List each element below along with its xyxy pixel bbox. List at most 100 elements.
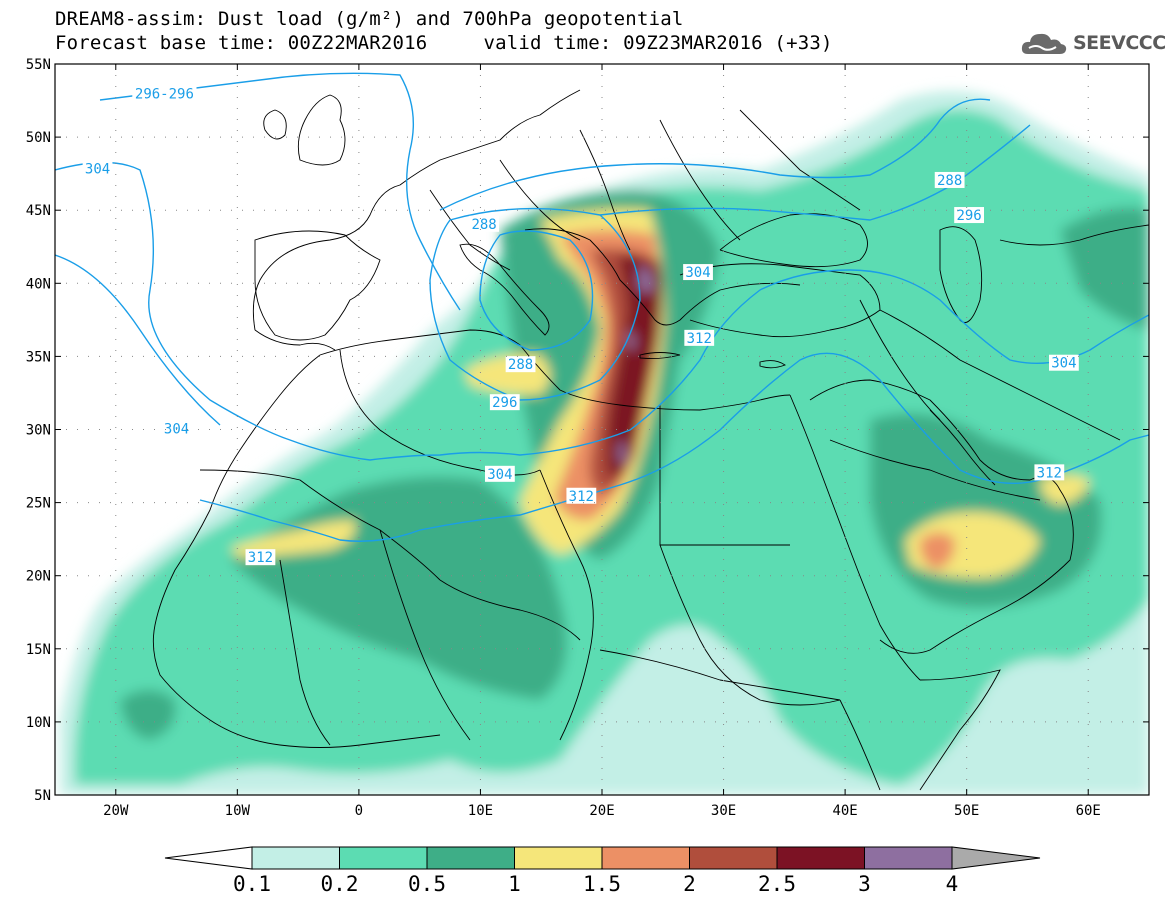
- border-east-africa: [839, 699, 881, 791]
- colorbar-segment: [426, 846, 515, 870]
- contour-296-north: [99, 72, 461, 311]
- lon-label: 10W: [225, 803, 251, 819]
- contour-label: 304: [85, 161, 110, 177]
- border-central-asia: [999, 224, 1149, 246]
- colorbar-segment: [339, 846, 428, 870]
- contour-312-south: [199, 352, 1149, 542]
- border-chad: [539, 469, 594, 741]
- colorbar-segment: [601, 846, 690, 870]
- contour-296-ring: [429, 207, 641, 401]
- dust-level-1-west: [230, 520, 356, 558]
- contour-label: 296: [956, 208, 981, 224]
- contour-label-box: [245, 549, 276, 566]
- colorbar-segment: [514, 846, 603, 870]
- contour-label-box: [683, 264, 713, 281]
- contour-label-box: [505, 356, 536, 373]
- colorbar-segment: [251, 846, 340, 870]
- colorbar-label: 1.5: [583, 872, 621, 896]
- coast-west-africa: [152, 354, 441, 748]
- border-mali: [199, 469, 441, 581]
- colorbar-label: 0.2: [321, 872, 359, 896]
- cloud-icon: [1021, 33, 1067, 54]
- logo-text: SEEVCCC: [1073, 32, 1165, 54]
- lat-label: 25N: [26, 496, 51, 512]
- contour-label-box: [82, 160, 113, 177]
- lat-label: 30N: [26, 423, 51, 439]
- colorbar-label: 4: [946, 872, 959, 896]
- border-iran: [879, 309, 1121, 441]
- lon-label: 20W: [103, 803, 129, 819]
- coast-iberia: [254, 230, 381, 341]
- dust-level-3-north: [638, 265, 654, 294]
- gridlines: [55, 64, 1149, 795]
- contour-label: 304: [685, 265, 710, 281]
- coast-crete: [639, 352, 681, 360]
- lon-label: 30E: [711, 803, 736, 819]
- contour-label: 288: [937, 173, 962, 189]
- border-sudan: [659, 544, 841, 706]
- coast-europe: [252, 89, 581, 351]
- lon-label: 0: [355, 803, 363, 819]
- contour-label-box: [934, 171, 965, 188]
- coast-red-sea: [789, 394, 921, 681]
- coast-north-africa: [319, 329, 791, 411]
- colorbar-label: 2.5: [758, 872, 796, 896]
- colorbar-label: 2: [683, 872, 696, 896]
- valid-time: valid time: 09Z23MAR2016 (+33): [483, 32, 833, 54]
- border-saudi: [829, 439, 1041, 501]
- dust-field: [60, 91, 1149, 795]
- colorbar-label: 0.5: [408, 872, 446, 896]
- coast-balkans: [524, 228, 801, 326]
- colorbar-segment: [776, 846, 865, 870]
- contour-label: 304: [1051, 356, 1076, 372]
- coast-britain: [297, 94, 346, 166]
- border-europe-a: [429, 189, 511, 271]
- contour-label: 296: [492, 395, 517, 411]
- contour-label: 296-296: [135, 87, 194, 103]
- contour-label: 304: [487, 467, 512, 483]
- lon-label: 10E: [468, 803, 493, 819]
- contour-label: 312: [248, 550, 273, 566]
- colorbar-over-triangle: [951, 846, 1041, 870]
- dust-level-3-south: [618, 440, 627, 465]
- coast-ireland: [263, 109, 287, 140]
- colorbar-under-triangle: [164, 846, 253, 870]
- contour-304-outer: [55, 254, 221, 426]
- lat-label: 15N: [26, 642, 51, 658]
- contour-label-box: [484, 465, 515, 482]
- border-europe-d: [659, 119, 741, 241]
- border-niger: [379, 529, 471, 741]
- colorbar-segment: [689, 846, 778, 870]
- lat-label: 45N: [26, 203, 51, 219]
- contour-label-box: [161, 420, 192, 437]
- border-west-africa-a: [279, 559, 331, 746]
- coast-horn-of-africa: [919, 669, 1001, 791]
- chart-subtitle: Forecast base time: 00Z22MAR2016 valid ti…: [55, 32, 833, 54]
- contour-label: 288: [471, 217, 496, 233]
- border-europe-c: [579, 129, 631, 251]
- lon-label: 20E: [589, 803, 614, 819]
- lat-label: 55N: [26, 57, 51, 73]
- contour-label-box: [489, 394, 520, 411]
- dust-level-1-oman: [1040, 475, 1090, 505]
- contour-label-box: [954, 207, 984, 224]
- colorbar-label: 1: [508, 872, 521, 896]
- map-axes: 55N 50N 45N 40N 35N 30N 25N 20N 15N 10N 5N 20W 10W 0 1…: [26, 57, 1149, 819]
- dust-level-0-5-east: [1060, 207, 1149, 330]
- lat-label: 35N: [26, 349, 51, 365]
- contour-label-box: [1049, 354, 1079, 371]
- dust-level-1-5-arabia: [919, 532, 955, 570]
- border-west-africa-b: [439, 579, 581, 641]
- lat-label: 5N: [34, 788, 51, 804]
- contour-label: 312: [1037, 465, 1062, 481]
- contour-label-box: [566, 487, 597, 504]
- coast-caspian: [939, 226, 983, 323]
- chart-title: DREAM8-assim: Dust load (g/m²) and 700hP…: [55, 8, 684, 30]
- contour-288-east: [439, 98, 991, 211]
- colorbar: 0.1 0.2 0.5 1 1.5 2 2.5 3 4: [164, 846, 1041, 896]
- coastlines: [152, 89, 1149, 791]
- base-time: Forecast base time: 00Z22MAR2016: [55, 32, 428, 54]
- dust-level-0-5-west: [120, 690, 176, 740]
- coast-persian-gulf: [929, 409, 996, 486]
- colorbar-segment: [864, 846, 953, 870]
